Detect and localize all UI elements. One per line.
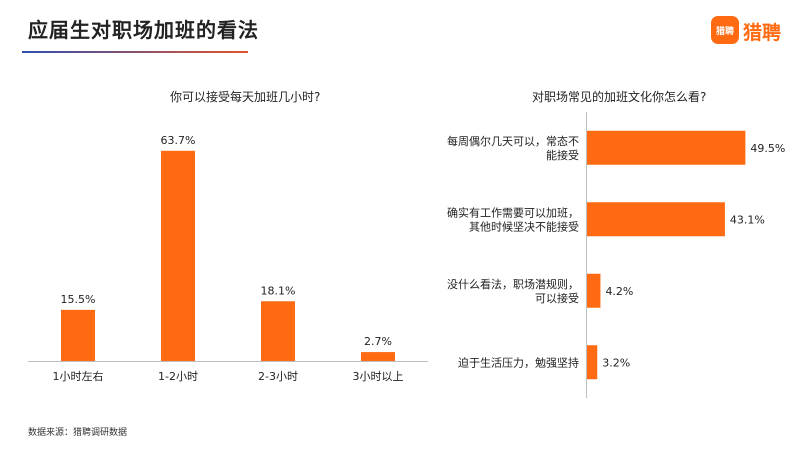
hbar-category-label-3-line-2: 可以接受 (535, 292, 579, 305)
page-title: 应届生对职场加班的看法 (28, 18, 259, 42)
hbar-1 (587, 130, 746, 165)
bar-4 (361, 352, 395, 361)
hbar-4 (587, 345, 598, 380)
left-chart-title: 你可以接受每天加班几小时? (170, 90, 321, 104)
bar-value-label-1: 15.5% (61, 293, 96, 306)
bar-2 (161, 150, 195, 361)
hbar-value-label-3: 4.2% (605, 285, 633, 298)
hbar-category-label-2-line-1: 确实有工作需要可以加班， (447, 205, 579, 219)
hbar-value-label-2: 43.1% (730, 213, 765, 226)
data-source-note: 数据来源：猎聘调研数据 (28, 428, 128, 438)
hbar-2 (587, 202, 725, 237)
brand-logo: 猎聘 猎聘 (711, 16, 787, 44)
category-label-4: 3小时以上 (353, 370, 404, 383)
hbar-category-label-1-line-2: 能接受 (546, 148, 579, 162)
hbar-category-label-4-line-1: 迫于生活压力，勉强坚持 (458, 355, 579, 369)
bar-value-label-3: 18.1% (261, 284, 296, 297)
bar-1 (61, 309, 95, 361)
hbar-category-label-2-line-2: 其他时候坚决不能接受 (469, 219, 579, 233)
category-label-3: 2-3小时 (258, 370, 298, 383)
category-label-1: 1小时左右 (53, 369, 104, 383)
title-underline (22, 51, 248, 53)
bar-value-label-2: 63.7% (161, 134, 196, 147)
right-chart-title: 对职场常见的加班文化你怎么看? (532, 90, 707, 104)
hbar-value-label-1: 49.5% (750, 142, 785, 155)
bar-3 (261, 301, 295, 361)
logo-text: 猎聘 (743, 22, 782, 44)
hbar-value-label-4: 3.2% (602, 356, 630, 369)
hbar-category-label-1-line-1: 每周偶尔几天可以，常态不 (447, 134, 579, 148)
hbar-3 (587, 273, 601, 308)
bar-value-label-4: 2.7% (364, 335, 392, 348)
logo-badge-icon: 猎聘 (711, 16, 739, 44)
hbar-category-label-3-line-1: 没什么看法，职场潜规则， (447, 277, 579, 291)
category-label-2: 1-2小时 (158, 370, 198, 383)
